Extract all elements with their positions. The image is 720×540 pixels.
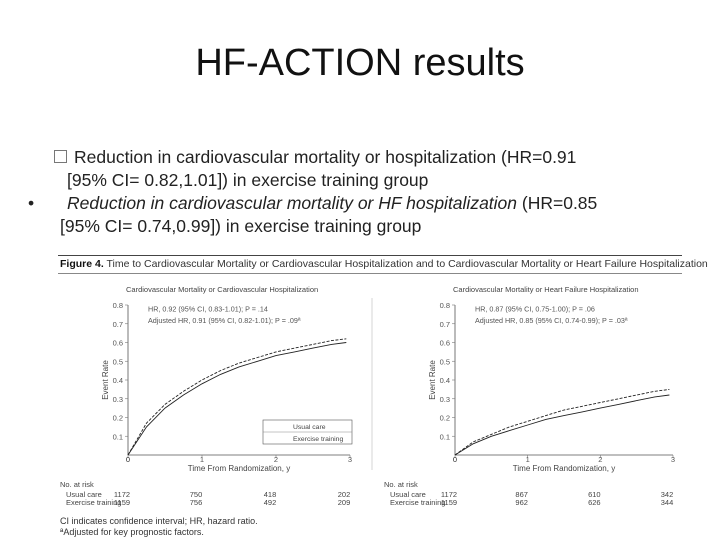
panel1-y-tick-label: 0.7	[113, 320, 123, 329]
panel1-at-risk-value: 750	[190, 490, 203, 499]
panel2-at-risk-value: 962	[515, 498, 528, 507]
panel2-x-tick-label: 3	[671, 455, 675, 464]
panel1-series-exercise-training	[127, 342, 347, 456]
checkbox-bullet-icon	[54, 150, 67, 163]
panel2-y-tick-label: 0.8	[440, 301, 450, 310]
panel1-at-risk-value: 418	[264, 490, 277, 499]
footnote-abbreviations: CI indicates confidence interval; HR, ha…	[60, 516, 258, 526]
panel2-y-tick-label: 0.7	[440, 320, 450, 329]
panel1-x-tick-label: 1	[200, 455, 204, 464]
footnote-adjusted: ªAdjusted for key prognostic factors.	[60, 527, 204, 537]
panel1-at-risk-row-label: Usual care	[66, 490, 102, 499]
figure-notes: CI indicates confidence interval; HR, ha…	[60, 516, 258, 538]
panel2-series-usual-care	[454, 388, 670, 456]
panel2-at-risk-value: 626	[588, 498, 601, 507]
panel2-y-tick-label: 0.3	[440, 395, 450, 404]
bullet2-tail-text: (HR=0.85	[517, 193, 598, 213]
panel1-y-tick-label: 0.2	[113, 414, 123, 423]
panel1-x-tick-label: 0	[126, 455, 130, 464]
panel1-x-tick-label: 3	[348, 455, 352, 464]
bullet-item-1: Reduction in cardiovascular mortality or…	[40, 146, 700, 192]
panel2-adjusted-hr-annotation: Adjusted HR, 0.85 (95% CI, 0.74-0.99); P…	[475, 316, 628, 325]
panel2-zero-label: 0	[453, 455, 457, 464]
panel2-x-tick-label: 0	[453, 455, 457, 464]
panel1-hr-annotation: HR, 0.92 (95% CI, 0.83-1.01); P = .14	[148, 305, 268, 314]
panel1-legend-usual-care: Usual care	[293, 424, 326, 431]
panel1-adjusted-hr-annotation: Adjusted HR, 0.91 (95% CI, 0.82-1.01); P…	[148, 316, 301, 325]
figure-top-rule	[58, 255, 682, 256]
panel1-at-risk-value: 1172	[114, 490, 130, 499]
panel1-y-tick-label: 0.3	[113, 395, 123, 404]
panel1-y-axis-label: Event Rate	[101, 360, 110, 400]
panel2-x-tick-label: 2	[598, 455, 602, 464]
panel1-at-risk-value: 209	[338, 498, 351, 507]
panel2-x-tick-label: 1	[526, 455, 530, 464]
panel1-legend-exercise-training: Exercise training	[293, 436, 343, 443]
dot-bullet-icon: •	[28, 193, 35, 213]
panel1-at-risk-value: 756	[190, 498, 203, 507]
bullet1-line1: Reduction in cardiovascular mortality or…	[74, 147, 577, 167]
panel1-title: Cardiovascular Mortality or Cardiovascul…	[126, 285, 318, 294]
figure-caption-rule	[58, 273, 682, 274]
panel2-y-tick-label: 0.5	[440, 357, 450, 366]
panel1-at-risk-value: 202	[338, 490, 351, 499]
panel2-y-tick-label: 0.6	[440, 339, 450, 348]
panel2-at-risk-value: 342	[661, 490, 674, 499]
panel2-y-tick-label: 0.1	[440, 432, 450, 441]
figure-caption: Figure 4. Time to Cardiovascular Mortali…	[60, 258, 708, 270]
figure-number: Figure 4.	[60, 258, 104, 270]
panel1-y-tick-label: 0.8	[113, 301, 123, 310]
panel1-series-usual-care	[127, 338, 347, 456]
panel1-at-risk-value: 1159	[114, 498, 130, 507]
bullet-list: Reduction in cardiovascular mortality or…	[28, 146, 700, 238]
bullet1-line2: [95% CI= 0.82,1.01]) in exercise trainin…	[67, 170, 429, 190]
panel1-y-tick-label: 0.5	[113, 357, 123, 366]
bullet2-line2: [95% CI= 0.74,0.99]) in exercise trainin…	[60, 216, 422, 236]
panel2-at-risk-value: 610	[588, 490, 601, 499]
panel1-y-tick-label: 0.6	[113, 339, 123, 348]
panel2-at-risk-value: 867	[515, 490, 528, 499]
bullet2-italic-text: Reduction in cardiovascular mortality or…	[67, 193, 518, 213]
panel1-at-risk-header: No. at risk	[60, 480, 94, 489]
panel1-x-axis-label: Time From Randomization, y	[188, 464, 290, 473]
panel2-at-risk-value: 1172	[441, 490, 457, 499]
panel2-at-risk-row-label: Usual care	[390, 490, 426, 499]
panel2-x-axis-label: Time From Randomization, y	[513, 464, 615, 473]
panel2-y-tick-label: 0.2	[440, 414, 450, 423]
slide-title: HF-ACTION results	[195, 42, 525, 84]
panel2-at-risk-value: 344	[661, 498, 674, 507]
bullet-item-2: • Reduction in cardiovascular mortality …	[28, 192, 700, 238]
figure-caption-text: Time to Cardiovascular Mortality or Card…	[103, 258, 708, 270]
panel1-zero-label: 0	[126, 455, 130, 464]
panel2-y-tick-label: 0.4	[440, 376, 450, 385]
panel1-at-risk-row-label: Exercise training	[66, 498, 121, 507]
panel2-at-risk-header: No. at risk	[384, 480, 418, 489]
panel1-x-tick-label: 2	[274, 455, 278, 464]
panel2-hr-annotation: HR, 0.87 (95% CI, 0.75-1.00); P = .06	[475, 305, 595, 314]
panel1-y-tick-label: 0.1	[113, 432, 123, 441]
panel2-title: Cardiovascular Mortality or Heart Failur…	[453, 285, 639, 294]
panel1-y-tick-label: 0.4	[113, 376, 123, 385]
panel2-at-risk-row-label: Exercise training	[390, 498, 445, 507]
panel2-y-axis-label: Event Rate	[428, 360, 437, 400]
panel1-at-risk-value: 492	[264, 498, 277, 507]
panel2-series-exercise-training	[454, 394, 670, 456]
panel2-at-risk-value: 1159	[441, 498, 457, 507]
